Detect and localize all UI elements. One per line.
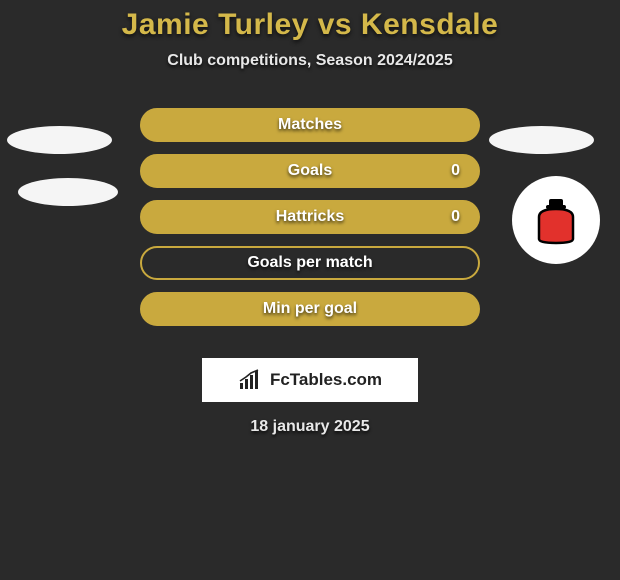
row-min-per-goal: Min per goal (0, 286, 620, 332)
row-matches: Matches (0, 102, 620, 148)
bar-label: Matches (278, 116, 342, 134)
footer-date: 18 january 2025 (0, 418, 620, 436)
bar-label: Min per goal (263, 300, 357, 318)
bar-matches: Matches (140, 108, 480, 142)
bar-label: Goals (288, 162, 332, 180)
bar-right-value: 0 (451, 162, 460, 180)
comparison-infographic: Jamie Turley vs Kensdale Club competitio… (0, 0, 620, 580)
comparison-rows: Matches Goals 0 Hattricks 0 Goals per ma… (0, 102, 620, 332)
bar-hattricks: Hattricks 0 (140, 200, 480, 234)
bar-goals: Goals 0 (140, 154, 480, 188)
row-goals-per-match: Goals per match (0, 240, 620, 286)
row-hattricks: Hattricks 0 (0, 194, 620, 240)
bar-goals-per-match: Goals per match (140, 246, 480, 280)
footer-brand-text: FcTables.com (270, 370, 382, 390)
row-goals: Goals 0 (0, 148, 620, 194)
bar-chart-icon (238, 369, 264, 391)
page-title: Jamie Turley vs Kensdale (0, 8, 620, 42)
bar-label: Hattricks (276, 208, 344, 226)
page-subtitle: Club competitions, Season 2024/2025 (0, 52, 620, 70)
footer-brand-box[interactable]: FcTables.com (202, 358, 418, 402)
bar-min-per-goal: Min per goal (140, 292, 480, 326)
bar-label: Goals per match (247, 254, 372, 272)
bar-right-value: 0 (451, 208, 460, 226)
